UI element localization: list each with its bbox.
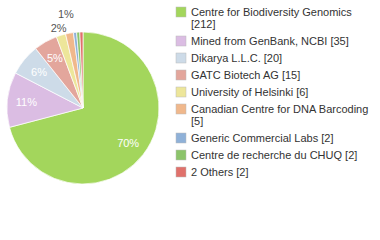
legend-label: Mined from GenBank, NCBI [35]	[191, 35, 349, 47]
pie	[7, 32, 159, 184]
legend-line: Centre for Biodiversity Genomics	[191, 6, 352, 18]
legend-line: University of Helsinki [6]	[191, 86, 308, 98]
legend-swatch	[176, 167, 186, 177]
legend-line: Generic Commercial Labs [2]	[191, 132, 333, 144]
legend-label: GATC Biotech AG [15]	[191, 69, 300, 81]
legend-label: Canadian Centre for DNA Barcoding[5]	[191, 103, 368, 127]
legend-line: Mined from GenBank, NCBI [35]	[191, 35, 349, 47]
legend-swatch	[176, 53, 186, 63]
legend-line: [212]	[191, 18, 215, 30]
slice-label: 5%	[47, 52, 63, 64]
legend-label: Dikarya L.L.C. [20]	[191, 52, 282, 64]
pie-slice	[73, 32, 83, 108]
legend-line: Centre de recherche du CHUQ [2]	[191, 149, 357, 161]
legend-line: Dikarya L.L.C. [20]	[191, 52, 282, 64]
slice-label: 1%	[58, 8, 74, 20]
legend-line: [5]	[191, 115, 203, 127]
legend-label: 2 Others [2]	[191, 166, 248, 178]
legend-label: Centre for Biodiversity Genomics[212]	[191, 6, 352, 30]
legend-swatch	[176, 70, 186, 80]
slice-label: 11%	[16, 96, 37, 108]
legend-swatch	[176, 150, 186, 160]
legend-line: GATC Biotech AG [15]	[191, 69, 300, 81]
legend-swatch	[176, 104, 186, 114]
slice-label: 2%	[51, 22, 67, 34]
slice-labels: 70% 11% 6%5% 2% 1%	[16, 8, 140, 149]
pie-slice	[80, 32, 83, 108]
legend-label: University of Helsinki [6]	[191, 86, 308, 98]
legend-line: 2 Others [2]	[191, 166, 248, 178]
slice-label: 6%	[31, 66, 47, 78]
slice-label: 70%	[117, 137, 139, 149]
legend: Centre for Biodiversity Genomics[212] Min…	[176, 6, 368, 178]
legend-swatch	[176, 36, 186, 46]
pie-slice	[77, 32, 83, 108]
chart: 70% 11% 6%5% 2% 1% Centre for Biodiversity Ge…	[0, 0, 380, 240]
pie-slice	[66, 33, 83, 108]
legend-swatch	[176, 133, 186, 143]
legend-line: Canadian Centre for DNA Barcoding	[191, 103, 368, 115]
legend-label: Centre de recherche du CHUQ [2]	[191, 149, 357, 161]
legend-label: Generic Commercial Labs [2]	[191, 132, 333, 144]
legend-swatch	[176, 7, 186, 17]
legend-swatch	[176, 87, 186, 97]
